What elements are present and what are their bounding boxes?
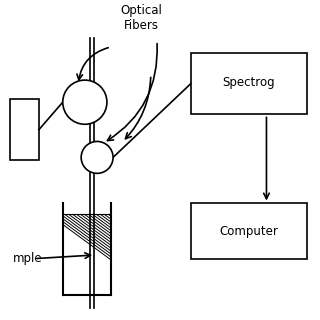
Circle shape [81,141,113,173]
Circle shape [63,80,107,124]
Text: Spectrog: Spectrog [223,76,275,89]
Text: Optical
Fibers: Optical Fibers [121,4,163,32]
Text: mple: mple [13,252,42,265]
Bar [10,99,39,160]
Text: Computer: Computer [220,225,278,237]
Bar [191,204,307,259]
Bar [191,53,307,115]
